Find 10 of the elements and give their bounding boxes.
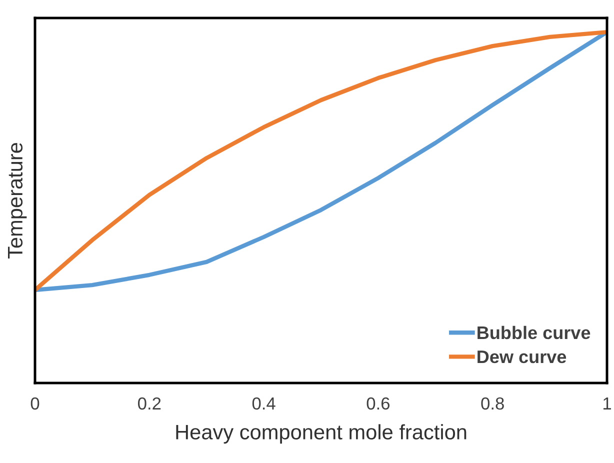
x-tick-label: 0.4	[252, 397, 276, 410]
y-axis-title: Temperature	[8, 142, 27, 258]
x-tick-label: 0	[30, 397, 40, 410]
x-tick-label: 0.2	[138, 397, 161, 410]
x-tick-label: 1	[603, 398, 611, 410]
x-axis-title: Heavy component mole fraction	[176, 424, 466, 444]
legend-label: Dew curve	[478, 350, 566, 364]
legend-label: Bubble curve	[478, 326, 590, 340]
x-tick-label: 0.8	[481, 397, 504, 410]
x-tick-label: 0.6	[366, 397, 390, 410]
